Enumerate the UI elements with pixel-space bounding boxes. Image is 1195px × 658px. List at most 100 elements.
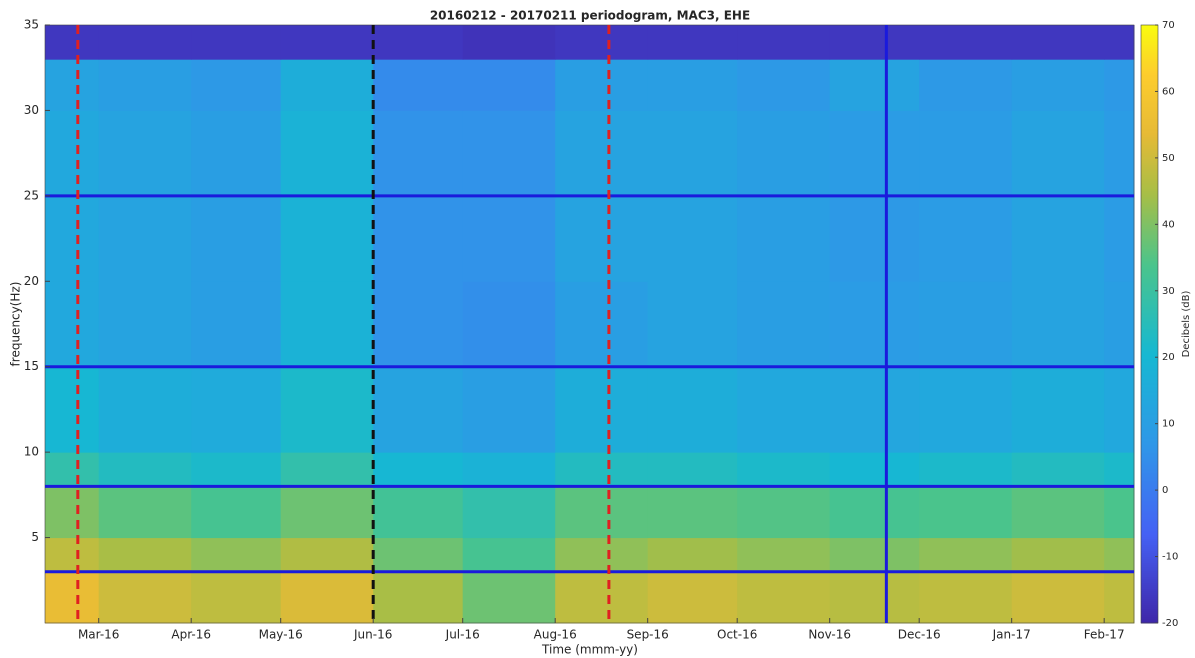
colorbar-tick-label: 0 <box>1162 485 1168 496</box>
colorbar-swatch <box>1141 581 1158 584</box>
heatmap-cell <box>462 571 556 624</box>
heatmap-cell <box>462 366 556 453</box>
heatmap-cell <box>191 486 282 539</box>
colorbar-swatch <box>1141 339 1158 342</box>
colorbar-swatch <box>1141 241 1158 244</box>
heatmap-cell <box>1011 452 1105 487</box>
heatmap-cell <box>647 281 738 368</box>
colorbar-swatch <box>1141 527 1158 530</box>
colorbar-swatch <box>1141 617 1158 620</box>
heatmap-cell <box>919 110 1013 197</box>
colorbar-swatch <box>1141 427 1158 430</box>
heatmap-cell <box>555 452 649 487</box>
colorbar-swatch <box>1141 475 1158 478</box>
colorbar-swatch <box>1141 289 1158 292</box>
colorbar-swatch <box>1141 371 1158 374</box>
colorbar-swatch <box>1141 191 1158 194</box>
colorbar-swatch <box>1141 35 1158 38</box>
colorbar-swatch <box>1141 213 1158 216</box>
colorbar-swatch <box>1141 391 1158 394</box>
colorbar-swatch <box>1141 65 1158 68</box>
heatmap-cell <box>462 25 556 60</box>
heatmap-cell <box>98 59 192 111</box>
heatmap-cell <box>829 281 920 368</box>
colorbar-swatch <box>1141 585 1158 588</box>
colorbar-swatch <box>1141 61 1158 64</box>
colorbar-swatch <box>1141 227 1158 230</box>
heatmap-cell <box>647 195 738 282</box>
heatmap-cell <box>829 59 920 111</box>
colorbar-swatch <box>1141 563 1158 566</box>
colorbar-swatch <box>1141 41 1158 44</box>
colorbar-tick-label: -20 <box>1162 618 1178 629</box>
colorbar-swatch <box>1141 537 1158 540</box>
colorbar-swatch <box>1141 423 1158 426</box>
colorbar-swatch <box>1141 31 1158 34</box>
heatmap-cell <box>919 571 1013 624</box>
heatmap-cell <box>1104 537 1135 573</box>
colorbar-tick-label: 20 <box>1162 352 1175 363</box>
colorbar-swatch <box>1141 85 1158 88</box>
colorbar-swatch <box>1141 161 1158 164</box>
colorbar-swatch <box>1141 267 1158 270</box>
x-tick-label: Jan-17 <box>992 628 1031 642</box>
colorbar-swatch <box>1141 265 1158 268</box>
colorbar-swatch <box>1141 109 1158 112</box>
colorbar-swatch <box>1141 487 1158 490</box>
heatmap-cell <box>1104 195 1135 282</box>
heatmap-cell <box>555 110 649 197</box>
colorbar-swatch <box>1141 57 1158 60</box>
colorbar-swatch <box>1141 219 1158 222</box>
colorbar-swatch <box>1141 281 1158 284</box>
heatmap-cell <box>919 452 1013 487</box>
heatmap-cell <box>462 486 556 539</box>
colorbar-swatch <box>1141 201 1158 204</box>
heatmap-cell <box>1011 25 1105 60</box>
colorbar-swatch <box>1141 27 1158 30</box>
heatmap-cell <box>373 110 464 197</box>
colorbar-swatch <box>1141 481 1158 484</box>
colorbar-swatch <box>1141 55 1158 58</box>
colorbar-label: Decibels (dB) <box>1181 291 1192 358</box>
colorbar-swatch <box>1141 51 1158 54</box>
colorbar-swatch <box>1141 621 1158 624</box>
colorbar-swatch <box>1141 531 1158 534</box>
colorbar-swatch <box>1141 175 1158 178</box>
colorbar-swatch <box>1141 489 1158 492</box>
heatmap-cell <box>191 452 282 487</box>
heatmap-cell <box>1011 486 1105 539</box>
colorbar-swatch <box>1141 319 1158 322</box>
colorbar-swatch <box>1141 97 1158 100</box>
heatmap-cell <box>555 537 649 573</box>
colorbar-swatch <box>1141 539 1158 542</box>
colorbar-swatch <box>1141 397 1158 400</box>
colorbar-swatch <box>1141 245 1158 248</box>
heatmap-cell <box>45 195 100 282</box>
heatmap-cell <box>280 195 374 282</box>
colorbar-tick-label: 50 <box>1162 153 1175 164</box>
colorbar-swatch <box>1141 215 1158 218</box>
colorbar-swatch <box>1141 441 1158 444</box>
colorbar-swatch <box>1141 363 1158 366</box>
x-tick-label: Apr-16 <box>171 628 211 642</box>
x-tick-label: Jun-16 <box>353 628 392 642</box>
y-tick-label: 20 <box>24 274 39 288</box>
colorbar-swatch <box>1141 221 1158 224</box>
colorbar-swatch <box>1141 497 1158 500</box>
colorbar-swatch <box>1141 599 1158 602</box>
colorbar-swatch <box>1141 131 1158 134</box>
heatmap-cell <box>45 281 100 368</box>
colorbar-swatch <box>1141 457 1158 460</box>
colorbar-swatch <box>1141 403 1158 406</box>
colorbar-swatch <box>1141 145 1158 148</box>
heatmap-cell <box>280 25 374 60</box>
colorbar-swatch <box>1141 237 1158 240</box>
heatmap-cell <box>45 110 100 197</box>
colorbar-swatch <box>1141 135 1158 138</box>
colorbar-swatch <box>1141 533 1158 536</box>
colorbar-swatch <box>1141 589 1158 592</box>
colorbar-swatch <box>1141 351 1158 354</box>
colorbar-swatch <box>1141 337 1158 340</box>
colorbar-swatch <box>1141 409 1158 412</box>
colorbar-swatch <box>1141 283 1158 286</box>
